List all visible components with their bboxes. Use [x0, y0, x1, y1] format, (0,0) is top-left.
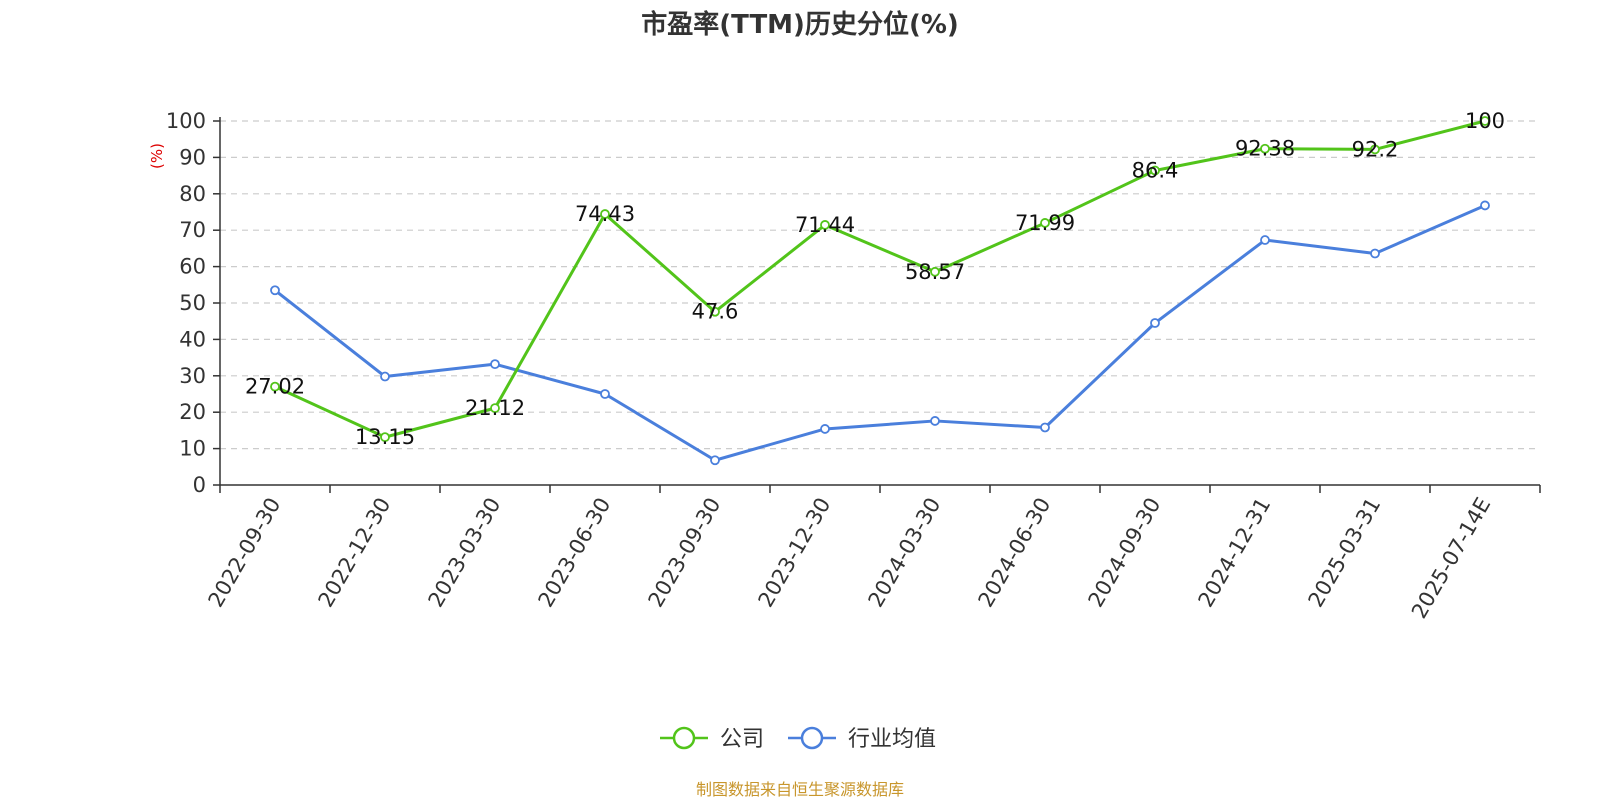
- x-tick-label: 2023-09-30: [644, 494, 726, 612]
- industry-data-point[interactable]: [1480, 200, 1490, 211]
- company-data-label: 71.44: [795, 213, 855, 237]
- y-tick-label: 40: [179, 327, 206, 351]
- x-tick-label: 2023-06-30: [534, 494, 616, 612]
- x-tick-label: 2023-12-30: [754, 494, 836, 612]
- x-tick-label: 2023-03-30: [424, 494, 506, 612]
- company-data-label: 21.12: [465, 396, 525, 420]
- x-tick-label: 2022-12-30: [314, 494, 396, 612]
- y-tick-label: 80: [179, 182, 206, 206]
- company-data-label: 100: [1465, 109, 1505, 133]
- company-data-point[interactable]: [930, 266, 940, 277]
- y-tick-label: 50: [179, 291, 206, 315]
- y-tick-label: 20: [179, 400, 206, 424]
- company-data-label: 58.57: [905, 260, 965, 284]
- company-data-point[interactable]: [600, 209, 610, 219]
- company-data-point[interactable]: [1040, 218, 1050, 228]
- y-tick-label: 0: [193, 473, 206, 497]
- company-data-label: 92.38: [1235, 137, 1295, 161]
- legend-industry-marker: [800, 726, 824, 750]
- company-data-point[interactable]: [1370, 144, 1380, 155]
- company-data-label: 86.4: [1132, 159, 1179, 183]
- company-data-point[interactable]: [1150, 165, 1160, 176]
- industry-data-point[interactable]: [600, 389, 610, 399]
- x-tick-label: 2025-03-31: [1304, 494, 1386, 612]
- y-tick-label: 100: [166, 109, 206, 133]
- company-data-point[interactable]: [490, 403, 500, 414]
- legend-item-industry[interactable]: 行业均值: [788, 726, 936, 752]
- company-data-label: 13.15: [355, 425, 415, 449]
- industry-data-point[interactable]: [710, 455, 720, 466]
- company-data-label: 27.02: [245, 375, 305, 399]
- x-tick-label: 2025-07-14E: [1407, 494, 1495, 623]
- company-data-point[interactable]: [820, 220, 830, 230]
- company-data-point[interactable]: [270, 381, 280, 392]
- legend: 公司 行业均值: [660, 726, 936, 752]
- x-tick-label: 2024-03-30: [864, 494, 946, 612]
- y-tick-label: 70: [179, 218, 206, 242]
- legend-company-label: 公司: [720, 727, 764, 752]
- chart-title: 市盈率(TTM)历史分位(%): [641, 9, 959, 40]
- industry-data-point[interactable]: [270, 285, 280, 296]
- company-data-label: 92.2: [1352, 137, 1399, 161]
- industry-data-point[interactable]: [1150, 318, 1160, 328]
- industry-series-line: [274, 204, 1486, 462]
- data-labels: 27.02 13.15 21.12 74.43 47.6 71.44 58.57 71.99 8…: [245, 109, 1505, 449]
- company-data-point[interactable]: [1260, 143, 1270, 154]
- company-series-line: [274, 119, 1486, 439]
- industry-data-point[interactable]: [820, 424, 830, 434]
- series-lines: [270, 116, 1490, 466]
- grid-lines: [220, 120, 1540, 450]
- legend-item-company[interactable]: 公司: [660, 726, 764, 752]
- y-tick-label: 10: [179, 437, 206, 461]
- industry-data-point[interactable]: [1260, 235, 1270, 245]
- company-data-label: 47.6: [692, 300, 739, 324]
- y-axis-label: (%): [148, 143, 166, 169]
- x-tick-label: 2022-09-30: [204, 494, 286, 612]
- legend-industry-label: 行业均值: [848, 727, 936, 752]
- legend-company-marker: [672, 726, 696, 750]
- company-data-point[interactable]: [380, 432, 390, 443]
- company-data-point[interactable]: [1480, 116, 1490, 126]
- industry-data-point[interactable]: [490, 359, 500, 370]
- company-data-label: 74.43: [575, 202, 635, 226]
- x-tick-label: 2024-06-30: [974, 494, 1056, 612]
- industry-data-point[interactable]: [380, 371, 390, 382]
- data-source-note: 制图数据来自恒生聚源数据库: [696, 780, 904, 799]
- x-tick-label: 2024-09-30: [1084, 494, 1166, 612]
- industry-data-point[interactable]: [1370, 248, 1380, 259]
- industry-data-point[interactable]: [930, 416, 940, 426]
- y-tick-label: 30: [179, 364, 206, 388]
- company-data-label: 71.99: [1015, 211, 1075, 235]
- industry-data-point[interactable]: [1040, 422, 1050, 433]
- company-data-point[interactable]: [710, 306, 720, 317]
- x-tick-label: 2024-12-31: [1194, 494, 1276, 612]
- y-tick-label: 90: [179, 145, 206, 169]
- y-tick-label: 60: [179, 255, 206, 279]
